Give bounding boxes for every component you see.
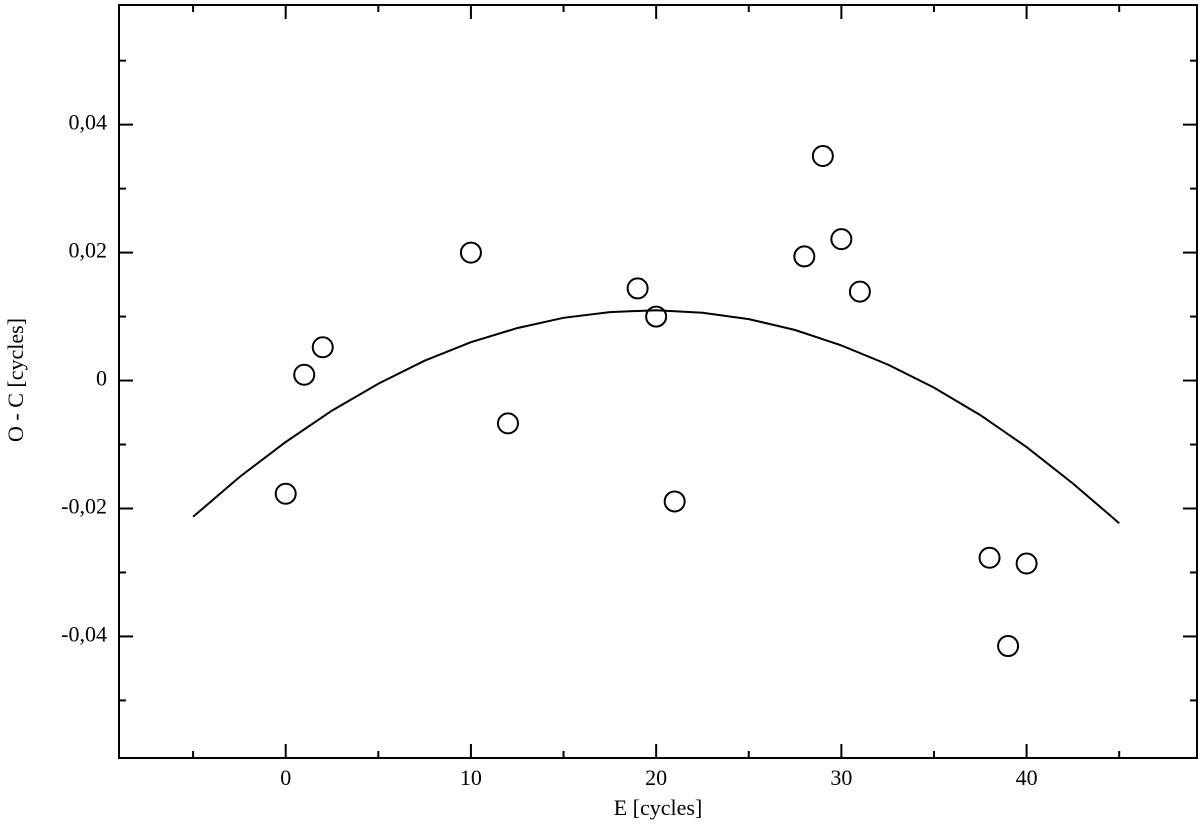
data-point [793, 245, 816, 268]
data-point [293, 363, 316, 386]
data-point [978, 546, 1001, 569]
fit-curve [192, 309, 1120, 524]
data-point [645, 305, 668, 328]
x-tick-label: 20 [645, 765, 667, 790]
x-tick-label: 0 [280, 765, 291, 790]
data-point [997, 635, 1020, 658]
data-point [663, 490, 686, 513]
y-tick-label: 0,04 [69, 110, 108, 135]
x-tick-label: 40 [1016, 765, 1038, 790]
x-tick-label: 30 [830, 765, 852, 790]
data-point [811, 144, 834, 167]
plot-frame [118, 4, 1198, 759]
y-tick-label: -0,02 [61, 494, 107, 519]
y-tick-label: 0 [96, 366, 107, 391]
data-point [311, 336, 334, 359]
y-tick-label: -0,04 [61, 621, 107, 646]
data-point [830, 228, 853, 251]
y-axis-label: O - C [cycles] [3, 318, 28, 442]
data-point [626, 277, 649, 300]
data-point [848, 280, 871, 303]
data-point [459, 241, 482, 264]
y-tick-label: 0,02 [69, 238, 108, 263]
data-point [274, 482, 297, 505]
data-point [496, 412, 519, 435]
data-point [1015, 552, 1038, 575]
x-axis-label: E [cycles] [614, 795, 703, 820]
x-tick-label: 10 [460, 765, 482, 790]
